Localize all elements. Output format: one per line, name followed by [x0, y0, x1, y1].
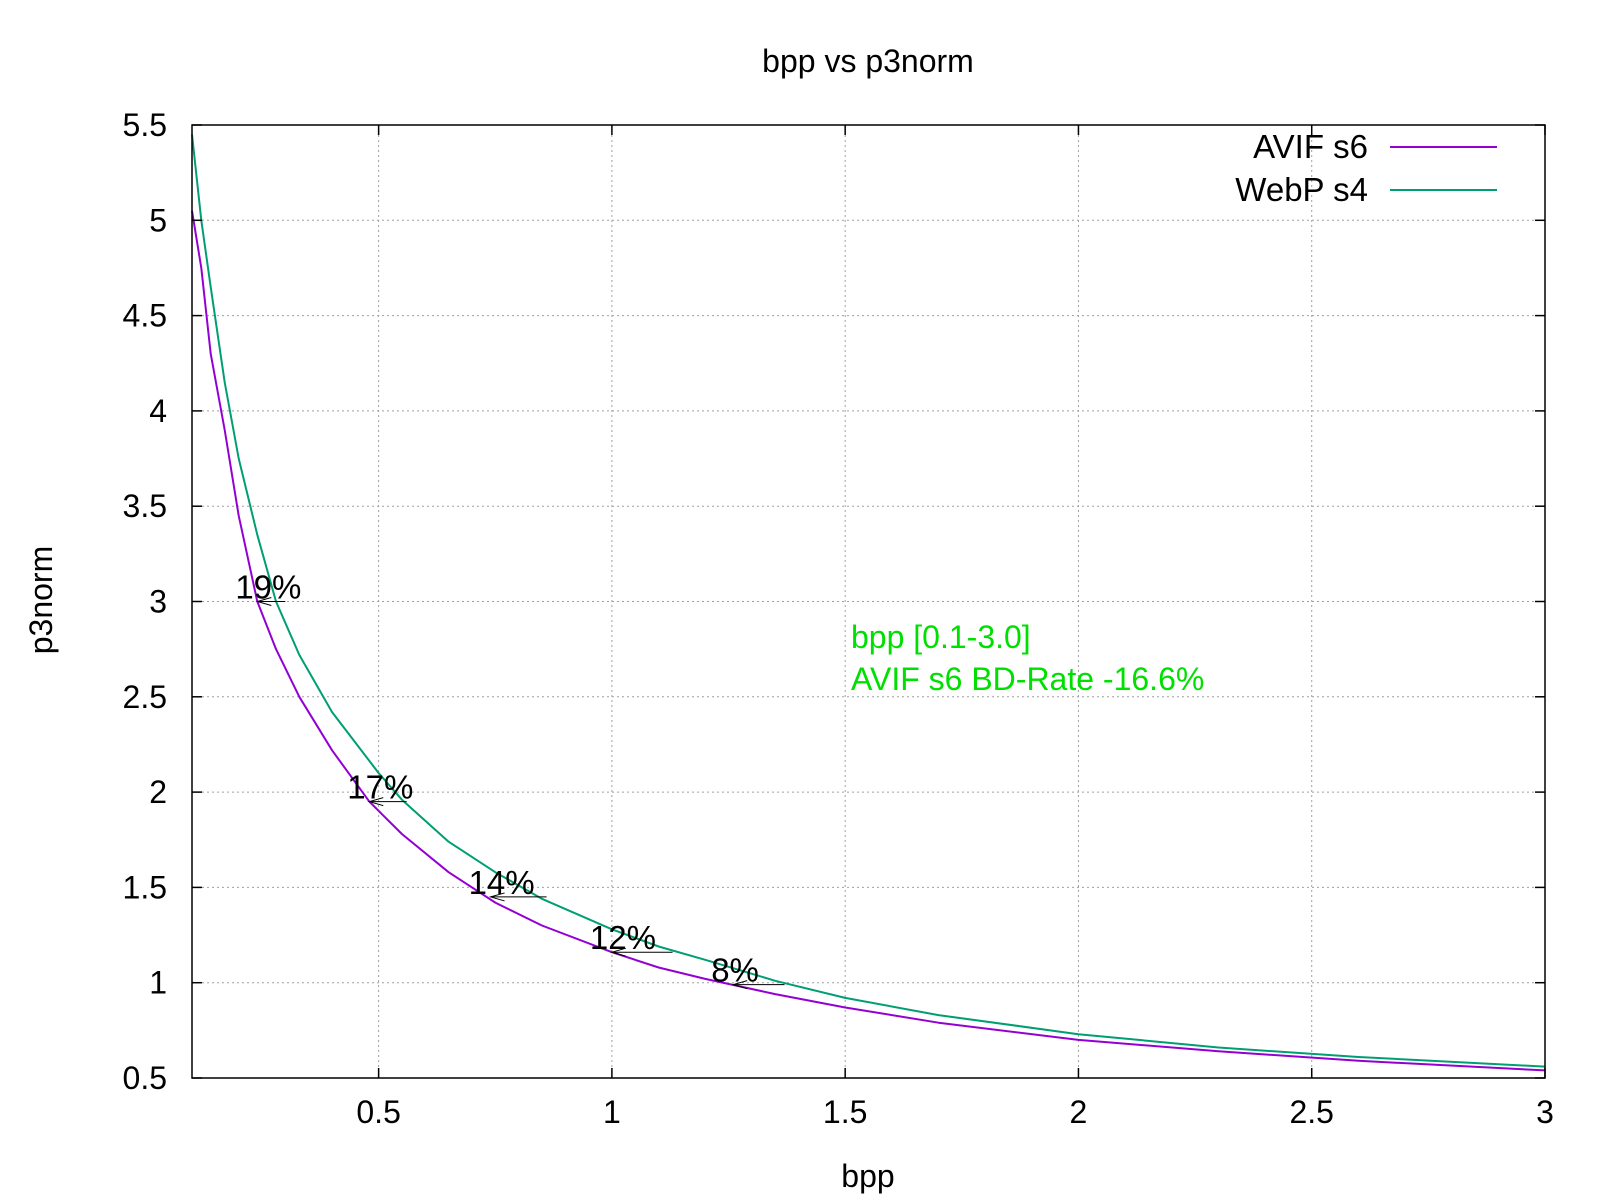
y-tick-label: 4.5 — [123, 298, 167, 334]
x-tick-label: 2.5 — [1289, 1094, 1333, 1130]
series-layer — [191, 134, 1546, 1072]
legend-label: WebP s4 — [1235, 171, 1368, 208]
x-axis-label: bpp — [841, 1158, 894, 1194]
annotation-arrowhead — [367, 797, 384, 807]
grid — [192, 125, 1545, 1078]
annotation-arrowhead — [488, 892, 505, 902]
annotation-arrowhead — [255, 597, 272, 606]
y-tick-label: 2 — [149, 774, 167, 810]
annotation-layer: 19% 17% 14% 12% 8% — [235, 569, 785, 990]
annotation-label: 19% — [235, 569, 301, 606]
x-tick-label: 1 — [603, 1094, 621, 1130]
x-tick-label: 3 — [1536, 1094, 1554, 1130]
y-tick-label: 1 — [149, 965, 167, 1001]
annotation-arrowhead — [610, 947, 627, 957]
y-tick-label: 4 — [149, 393, 167, 429]
legend-label: AVIF s6 — [1253, 128, 1368, 165]
y-tick-label: 3.5 — [123, 488, 167, 524]
y-tick-label: 2.5 — [123, 679, 167, 715]
y-tick-label: 5 — [149, 202, 167, 238]
y-tick-label: 5.5 — [123, 107, 167, 143]
ticks: 0.5 1 1.5 2 2.5 3 0.5 1 1.5 2 2.5 3 3.5 4 4.5 5 5.5 — [123, 107, 1554, 1130]
y-tick-label: 1.5 — [123, 869, 167, 905]
series-line-avif-s6 — [191, 210, 1546, 1072]
annotation-label: 14% — [469, 864, 535, 901]
x-tick-label: 2 — [1070, 1094, 1088, 1130]
annotation-label: 8% — [711, 952, 759, 989]
y-axis-label: p3norm — [23, 546, 59, 655]
bd-rate-note: AVIF s6 BD-Rate -16.6% — [851, 661, 1204, 697]
legend: AVIF s6 WebP s4 — [1235, 128, 1497, 208]
annotation-label: 12% — [590, 919, 656, 956]
series-line-webp-s4 — [191, 134, 1546, 1068]
annotation-arrowhead — [731, 980, 748, 990]
x-tick-label: 0.5 — [356, 1094, 400, 1130]
bpp-range-note: bpp [0.1-3.0] — [851, 619, 1031, 655]
y-tick-label: 3 — [149, 584, 167, 620]
y-tick-label: 0.5 — [123, 1060, 167, 1096]
x-tick-label: 1.5 — [823, 1094, 867, 1130]
chart-title: bpp vs p3norm — [762, 43, 974, 79]
annotation-label: 17% — [347, 769, 413, 806]
